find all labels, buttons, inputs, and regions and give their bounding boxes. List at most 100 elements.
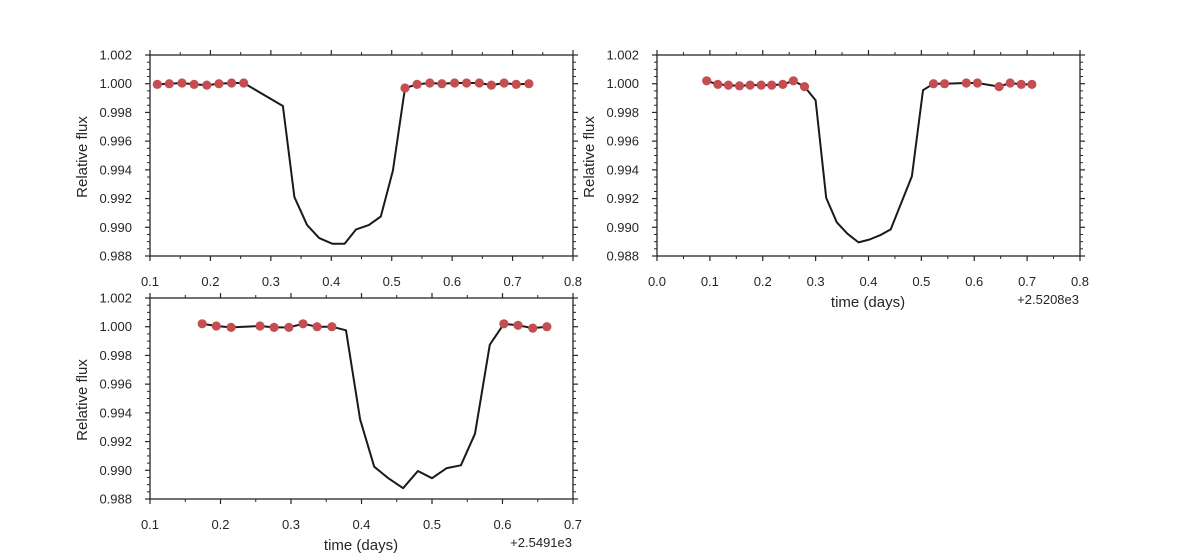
x-tick-label: 0.2 — [754, 274, 772, 289]
y-tick-label: 0.988 — [606, 249, 639, 264]
y-tick-label: 0.988 — [99, 249, 132, 264]
light-curve-panel-top-right: Relative flux time (days) +2.5208e3 0.98… — [581, 48, 1089, 312]
y-tick-label: 0.988 — [99, 492, 132, 507]
observed-flux-point — [425, 78, 435, 88]
observed-flux-point — [778, 79, 788, 89]
plot-area: 0.988 0.990 0.992 0.994 0.996 0.998 1.000 1.002… — [99, 48, 582, 290]
x-tick-label: 0.7 — [504, 274, 522, 289]
x-tick-label: 0.8 — [564, 274, 582, 289]
x-tick-label: 0.5 — [383, 274, 401, 289]
y-tick-label: 0.994 — [606, 162, 639, 177]
y-tick-label: 0.998 — [606, 105, 639, 120]
y-tick-label: 0.992 — [606, 191, 639, 206]
x-tick-label: 0.3 — [262, 274, 280, 289]
y-tick-label: 0.998 — [99, 348, 132, 363]
y-axis-label: Relative flux — [74, 359, 91, 441]
x-tick-label: 0.1 — [141, 274, 159, 289]
observed-flux-point — [298, 319, 308, 329]
observed-flux-point — [1016, 79, 1026, 89]
y-tick-label: 0.992 — [99, 434, 132, 449]
observed-flux-point — [450, 78, 460, 88]
observed-flux-point — [327, 322, 337, 332]
observed-flux-point — [994, 82, 1004, 92]
x-offset-label: +2.5208e3 — [1017, 292, 1079, 307]
observed-flux-point — [239, 78, 249, 88]
observed-flux-point — [788, 76, 799, 86]
y-tick-label: 1.002 — [99, 291, 132, 306]
observed-flux-point — [211, 321, 221, 331]
observed-flux-point — [499, 78, 509, 88]
observed-flux-point — [1005, 78, 1015, 88]
y-tick-label: 0.990 — [99, 463, 132, 478]
x-tick-label: 0.6 — [965, 274, 983, 289]
y-tick-label: 0.998 — [99, 105, 132, 120]
x-tick-label: 0.7 — [564, 517, 582, 532]
x-tick-label: 0.7 — [1018, 274, 1036, 289]
x-axis-label: time (days) — [831, 294, 905, 311]
y-tick-label: 1.000 — [606, 76, 639, 91]
observed-flux-point — [197, 319, 207, 329]
observed-flux-point — [713, 79, 723, 89]
observed-flux-point — [462, 78, 472, 88]
observed-flux-point — [756, 80, 766, 90]
observed-flux-point — [284, 322, 294, 332]
observed-flux-point — [177, 78, 187, 88]
observed-flux-point — [164, 79, 174, 89]
x-tick-label: 0.8 — [1071, 274, 1089, 289]
y-axis-label: Relative flux — [74, 116, 91, 198]
x-tick-label: 0.3 — [807, 274, 825, 289]
observed-flux-point — [799, 82, 810, 92]
observed-flux-point — [928, 79, 939, 89]
y-tick-label: 0.990 — [606, 220, 639, 235]
y-tick-label: 0.992 — [99, 191, 132, 206]
x-tick-label: 0.6 — [443, 274, 461, 289]
observed-flux-point — [214, 79, 224, 89]
observed-flux-point — [400, 83, 410, 93]
observed-flux-point — [269, 322, 279, 332]
observed-flux-point — [972, 78, 983, 88]
observed-flux-point — [312, 322, 322, 332]
y-tick-label: 0.996 — [99, 134, 132, 149]
y-tick-label: 0.990 — [99, 220, 132, 235]
x-tick-label: 0.0 — [648, 274, 666, 289]
x-offset-label: +2.5491e3 — [510, 535, 572, 550]
observed-flux-point — [474, 78, 484, 88]
observed-flux-point — [511, 79, 521, 89]
light-curve-panel-top-left: Relative flux 0.9880.9900.9920.9940.9960… — [74, 48, 582, 290]
x-tick-label: 0.5 — [912, 274, 930, 289]
x-tick-label: 0.6 — [493, 517, 511, 532]
x-tick-label: 0.2 — [211, 517, 229, 532]
observed-flux-point — [486, 80, 496, 90]
model-light-curve-line — [706, 79, 1032, 244]
y-tick-label: 1.002 — [99, 48, 132, 63]
plot-area: 0.988 0.990 0.992 0.994 0.996 0.998 1.000 1.002… — [606, 48, 1089, 290]
y-tick-label: 1.000 — [99, 76, 132, 91]
observed-flux-point — [437, 79, 447, 89]
x-tick-label: 0.1 — [141, 517, 159, 532]
y-tick-label: 0.994 — [99, 405, 132, 420]
observed-flux-point — [226, 322, 236, 332]
plot-frame — [149, 297, 574, 500]
y-axis-label: Relative flux — [581, 116, 598, 198]
observed-flux-point — [513, 320, 523, 330]
x-tick-label: 0.4 — [859, 274, 877, 289]
observed-flux-point — [734, 81, 745, 91]
observed-flux-point — [189, 79, 199, 89]
y-tick-label: 0.996 — [99, 377, 132, 392]
plot-frame — [656, 54, 1081, 257]
observed-flux-point — [542, 322, 552, 332]
observed-flux-point — [702, 76, 712, 86]
y-tick-label: 0.996 — [606, 134, 639, 149]
observed-flux-point — [227, 78, 237, 88]
observed-flux-point — [723, 80, 734, 90]
plot-area: 0.988 0.990 0.992 0.994 0.996 0.998 1.000 1.002… — [99, 291, 582, 533]
observed-flux-point — [940, 79, 950, 89]
observed-flux-point — [499, 319, 509, 329]
observed-flux-point — [767, 80, 777, 90]
x-tick-label: 0.2 — [201, 274, 219, 289]
plot-background — [150, 55, 573, 256]
observed-flux-point — [255, 321, 265, 331]
x-tick-label: 0.4 — [352, 517, 370, 532]
x-tick-label: 0.4 — [322, 274, 340, 289]
x-tick-label: 0.3 — [282, 517, 300, 532]
